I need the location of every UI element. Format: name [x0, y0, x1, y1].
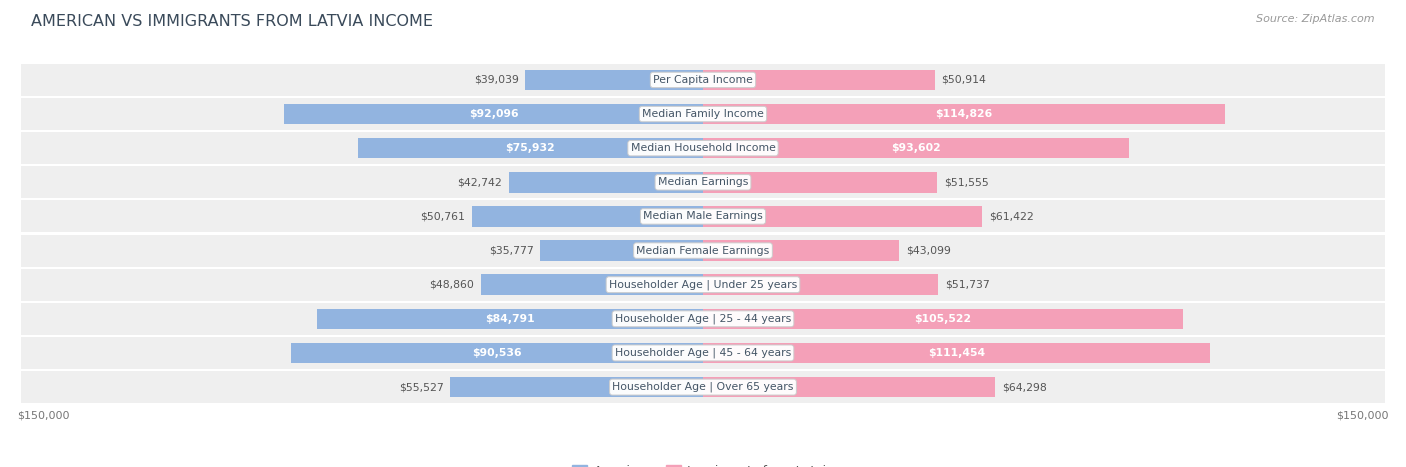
Text: $111,454: $111,454 — [928, 348, 986, 358]
Text: $93,602: $93,602 — [891, 143, 941, 153]
FancyBboxPatch shape — [21, 337, 1385, 369]
FancyBboxPatch shape — [21, 234, 1385, 267]
Text: $61,422: $61,422 — [990, 212, 1033, 221]
Text: Median Household Income: Median Household Income — [630, 143, 776, 153]
Text: $50,761: $50,761 — [420, 212, 465, 221]
Text: Householder Age | Over 65 years: Householder Age | Over 65 years — [612, 382, 794, 392]
Text: Householder Age | 25 - 44 years: Householder Age | 25 - 44 years — [614, 313, 792, 324]
Text: Per Capita Income: Per Capita Income — [652, 75, 754, 85]
FancyBboxPatch shape — [21, 269, 1385, 301]
Bar — [703, 138, 1129, 158]
Text: AMERICAN VS IMMIGRANTS FROM LATVIA INCOME: AMERICAN VS IMMIGRANTS FROM LATVIA INCOM… — [31, 14, 433, 29]
Text: $105,522: $105,522 — [914, 314, 972, 324]
Text: $51,737: $51,737 — [945, 280, 990, 290]
Bar — [703, 275, 938, 295]
Bar — [509, 172, 703, 192]
Text: $35,777: $35,777 — [489, 246, 533, 255]
Bar — [540, 241, 703, 261]
Bar — [703, 104, 1225, 124]
Text: $90,536: $90,536 — [472, 348, 522, 358]
Text: Source: ZipAtlas.com: Source: ZipAtlas.com — [1257, 14, 1375, 24]
Bar — [703, 172, 938, 192]
Text: $84,791: $84,791 — [485, 314, 536, 324]
FancyBboxPatch shape — [21, 371, 1385, 403]
Bar — [481, 275, 703, 295]
Text: Median Earnings: Median Earnings — [658, 177, 748, 187]
Text: Householder Age | 45 - 64 years: Householder Age | 45 - 64 years — [614, 348, 792, 358]
Bar — [703, 206, 983, 226]
FancyBboxPatch shape — [21, 200, 1385, 233]
Text: $51,555: $51,555 — [945, 177, 988, 187]
FancyBboxPatch shape — [21, 64, 1385, 96]
Bar — [703, 343, 1209, 363]
Text: $150,000: $150,000 — [17, 410, 70, 420]
FancyBboxPatch shape — [21, 303, 1385, 335]
Text: $64,298: $64,298 — [1002, 382, 1047, 392]
Bar — [703, 241, 898, 261]
Text: Median Family Income: Median Family Income — [643, 109, 763, 119]
Text: $48,860: $48,860 — [429, 280, 474, 290]
Text: $92,096: $92,096 — [468, 109, 519, 119]
Bar — [703, 377, 995, 397]
Text: $50,914: $50,914 — [942, 75, 986, 85]
Text: $75,932: $75,932 — [506, 143, 555, 153]
Bar — [703, 309, 1182, 329]
FancyBboxPatch shape — [21, 98, 1385, 130]
FancyBboxPatch shape — [21, 132, 1385, 164]
Bar — [526, 70, 703, 90]
Text: $150,000: $150,000 — [1336, 410, 1389, 420]
Text: $114,826: $114,826 — [935, 109, 993, 119]
Bar — [318, 309, 703, 329]
Text: $43,099: $43,099 — [905, 246, 950, 255]
Bar — [284, 104, 703, 124]
Text: $42,742: $42,742 — [457, 177, 502, 187]
Bar — [357, 138, 703, 158]
Text: $39,039: $39,039 — [474, 75, 519, 85]
Bar — [703, 70, 935, 90]
Text: Median Female Earnings: Median Female Earnings — [637, 246, 769, 255]
Text: Median Male Earnings: Median Male Earnings — [643, 212, 763, 221]
Bar — [472, 206, 703, 226]
Text: Householder Age | Under 25 years: Householder Age | Under 25 years — [609, 279, 797, 290]
Bar — [291, 343, 703, 363]
FancyBboxPatch shape — [21, 166, 1385, 198]
Text: $55,527: $55,527 — [399, 382, 444, 392]
Bar — [450, 377, 703, 397]
Legend: American, Immigrants from Latvia: American, Immigrants from Latvia — [567, 460, 839, 467]
